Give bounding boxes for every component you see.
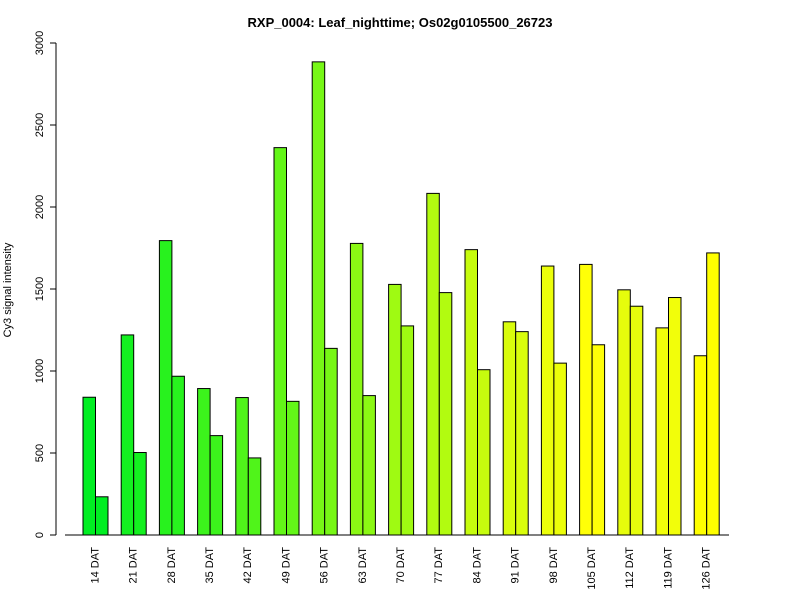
bar-49-dat-2 <box>286 400 300 536</box>
x-tick-label: 70 DAT <box>395 547 407 584</box>
x-axis: 14 DAT 21 DAT 28 DAT 35 DAT 42 DAT 49 DAT 56 D… <box>65 534 729 590</box>
x-tick-label: 112 DAT <box>624 547 636 589</box>
y-axis: 0 500 1000 1500 2000 2500 3000 <box>34 31 57 538</box>
x-tick-label: 35 DAT <box>204 547 216 584</box>
bars-group <box>82 61 720 536</box>
x-tick-label: 42 DAT <box>242 547 254 584</box>
bar-84-dat-2 <box>477 369 491 536</box>
bar-98-dat-2 <box>553 362 567 536</box>
bar-126-dat-1 <box>693 355 708 536</box>
bar-63-dat-1 <box>349 242 364 536</box>
x-tick-label: 84 DAT <box>471 547 483 584</box>
bar-91-dat-2 <box>515 331 529 536</box>
bar-56-dat-2 <box>324 347 338 536</box>
bar-63-dat-2 <box>362 395 376 536</box>
x-tick-label: 126 DAT <box>701 547 713 590</box>
bar-105-dat-2 <box>591 344 606 536</box>
bar-105-dat-1 <box>579 263 593 536</box>
x-tick-label: 105 DAT <box>586 547 598 590</box>
bar-56-dat-1 <box>311 61 326 536</box>
bar-28-dat-2 <box>171 375 185 536</box>
bar-119-dat-1 <box>655 327 669 536</box>
bar-91-dat-1 <box>502 321 517 536</box>
bar-84-dat-1 <box>464 249 478 536</box>
y-axis-label: Cy3 signal intensity <box>2 242 14 337</box>
x-tick-label: 14 DAT <box>89 547 101 584</box>
bar-112-dat-1 <box>617 289 631 536</box>
y-tick-label: 0 <box>34 532 46 538</box>
x-tick-label: 21 DAT <box>128 547 140 584</box>
y-tick-label: 2500 <box>34 113 46 137</box>
y-tick-label: 3000 <box>34 31 46 55</box>
bar-14-dat-1 <box>82 396 96 536</box>
x-tick-label: 77 DAT <box>433 547 445 584</box>
bar-14-dat-2 <box>95 496 109 536</box>
bar-42-dat-1 <box>235 397 249 536</box>
bar-98-dat-1 <box>540 265 555 536</box>
bar-21-dat-1 <box>120 334 135 536</box>
y-tick-label: 500 <box>34 444 46 462</box>
bar-28-dat-1 <box>158 240 173 536</box>
y-tick-label: 1000 <box>34 359 46 383</box>
x-tick-label: 56 DAT <box>319 547 331 584</box>
y-tick-label: 2000 <box>34 195 46 219</box>
x-tick-label: 91 DAT <box>510 547 522 584</box>
y-tick-label: 1500 <box>34 277 46 301</box>
bar-35-dat-1 <box>197 388 211 536</box>
bar-70-dat-1 <box>388 283 402 536</box>
bar-42-dat-2 <box>247 457 262 536</box>
x-tick-label: 98 DAT <box>548 547 560 584</box>
bar-77-dat-1 <box>426 192 440 536</box>
bar-112-dat-2 <box>629 305 644 536</box>
x-tick-label: 119 DAT <box>662 547 674 589</box>
chart-title: RXP_0004: Leaf_nighttime; Os02g0105500_2… <box>248 15 553 30</box>
bar-21-dat-2 <box>133 452 147 536</box>
bar-49-dat-1 <box>273 147 287 536</box>
x-tick-label: 49 DAT <box>280 547 292 584</box>
bar-35-dat-2 <box>209 435 224 536</box>
x-tick-label: 63 DAT <box>357 547 369 584</box>
bar-119-dat-2 <box>668 297 682 536</box>
bar-77-dat-2 <box>438 292 453 536</box>
x-tick-label: 28 DAT <box>166 547 178 584</box>
bar-70-dat-2 <box>400 325 415 536</box>
bar-126-dat-2 <box>706 252 720 536</box>
